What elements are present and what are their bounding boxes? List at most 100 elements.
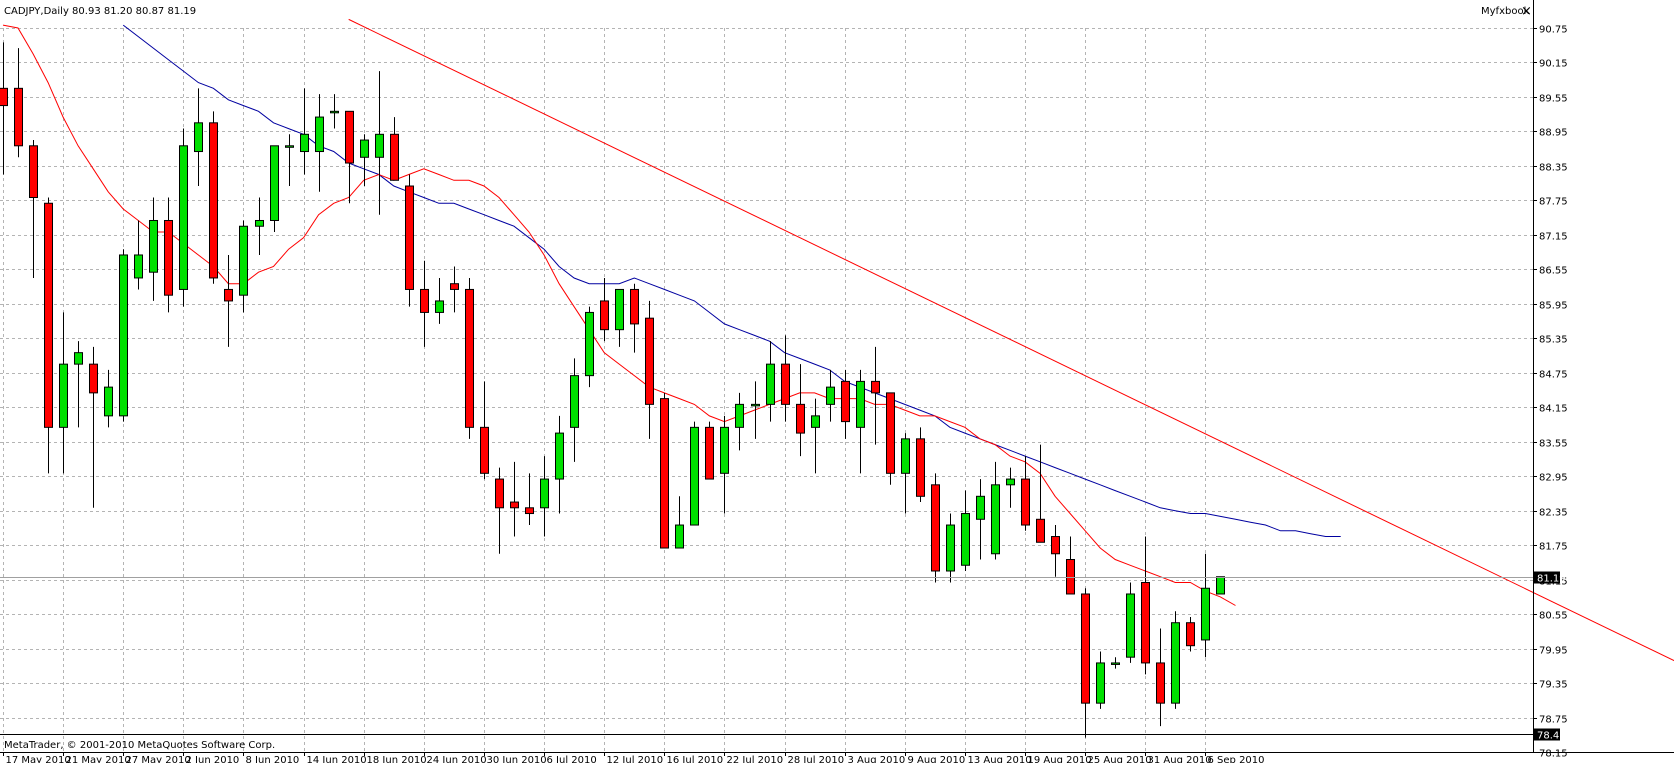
time-tick-label: 14 Jun 2010 bbox=[307, 755, 367, 763]
candle[interactable] bbox=[224, 254, 233, 347]
candle[interactable] bbox=[315, 94, 324, 192]
candle[interactable] bbox=[735, 392, 744, 451]
candle[interactable] bbox=[435, 277, 444, 324]
bear-candle-body bbox=[1156, 662, 1165, 704]
candle[interactable] bbox=[961, 490, 970, 571]
price-tick-label: 78.75 bbox=[1539, 715, 1568, 726]
candle[interactable] bbox=[751, 381, 760, 439]
candle[interactable] bbox=[1126, 582, 1135, 663]
candle[interactable] bbox=[1036, 444, 1045, 543]
candle[interactable] bbox=[1186, 616, 1195, 652]
time-tick-label: 30 Jun 2010 bbox=[487, 755, 547, 763]
candle[interactable] bbox=[480, 381, 489, 480]
candle[interactable] bbox=[164, 197, 173, 313]
candle[interactable] bbox=[360, 134, 369, 187]
candle[interactable] bbox=[856, 369, 865, 474]
trend-line[interactable] bbox=[348, 18, 1674, 663]
candle[interactable] bbox=[600, 277, 609, 342]
candle[interactable] bbox=[390, 117, 399, 181]
candle[interactable] bbox=[194, 88, 203, 187]
candle[interactable] bbox=[465, 277, 474, 439]
time-tick-label: 19 Aug 2010 bbox=[1028, 755, 1092, 763]
bull-candle-body bbox=[991, 484, 1000, 555]
candle[interactable] bbox=[495, 467, 504, 554]
candle[interactable] bbox=[570, 358, 579, 462]
candle[interactable] bbox=[991, 461, 1000, 560]
candle[interactable] bbox=[1096, 651, 1105, 709]
price-tick-label: 83.55 bbox=[1539, 439, 1568, 450]
candle[interactable] bbox=[1156, 628, 1165, 727]
candle[interactable] bbox=[931, 473, 940, 583]
candle[interactable] bbox=[766, 341, 775, 422]
candle[interactable] bbox=[871, 346, 880, 445]
bear-candle-body bbox=[841, 380, 850, 423]
candle[interactable] bbox=[555, 415, 564, 514]
candle[interactable] bbox=[179, 128, 188, 307]
trendline-line bbox=[348, 18, 1674, 662]
candle[interactable] bbox=[44, 197, 53, 474]
candle[interactable] bbox=[330, 94, 339, 129]
candle[interactable] bbox=[255, 197, 264, 255]
candle[interactable] bbox=[405, 174, 414, 307]
bull-candle-body bbox=[856, 380, 865, 428]
time-tick-label: 18 Jun 2010 bbox=[367, 755, 427, 763]
candle[interactable] bbox=[916, 427, 925, 503]
candle[interactable] bbox=[645, 300, 654, 439]
candle[interactable] bbox=[209, 111, 218, 284]
candle[interactable] bbox=[841, 369, 850, 439]
candle[interactable] bbox=[285, 134, 294, 187]
candle[interactable] bbox=[510, 461, 519, 537]
candle[interactable] bbox=[450, 266, 459, 313]
candle[interactable] bbox=[104, 369, 113, 428]
candle[interactable] bbox=[946, 513, 955, 583]
candle[interactable] bbox=[0, 42, 8, 175]
candle[interactable] bbox=[59, 312, 68, 474]
close-icon[interactable]: × bbox=[1521, 4, 1532, 19]
candle[interactable] bbox=[74, 341, 83, 428]
candle[interactable] bbox=[826, 369, 835, 422]
candle[interactable] bbox=[89, 346, 98, 508]
candle[interactable] bbox=[29, 140, 38, 278]
candle[interactable] bbox=[420, 260, 429, 347]
candle[interactable] bbox=[300, 88, 309, 175]
candle[interactable] bbox=[14, 48, 23, 158]
candle[interactable] bbox=[675, 496, 684, 549]
bull-candle-body bbox=[540, 478, 549, 509]
candle[interactable] bbox=[781, 335, 790, 422]
candle[interactable] bbox=[149, 197, 158, 301]
candle[interactable] bbox=[270, 145, 279, 232]
candle[interactable] bbox=[615, 288, 624, 347]
candle[interactable] bbox=[1021, 456, 1030, 531]
candle[interactable] bbox=[1051, 525, 1060, 577]
candle[interactable] bbox=[119, 249, 128, 422]
candle[interactable] bbox=[705, 421, 714, 480]
candle[interactable] bbox=[134, 220, 143, 290]
candle[interactable] bbox=[720, 415, 729, 514]
candle[interactable] bbox=[886, 392, 895, 485]
candle[interactable] bbox=[660, 392, 669, 549]
candle[interactable] bbox=[1216, 576, 1225, 595]
candle[interactable] bbox=[375, 71, 384, 215]
candle[interactable] bbox=[690, 421, 699, 526]
candlesticks[interactable] bbox=[0, 42, 1225, 738]
candle[interactable] bbox=[585, 306, 594, 388]
candle[interactable] bbox=[1006, 467, 1015, 508]
bull-candle-body bbox=[239, 225, 248, 296]
candle[interactable] bbox=[630, 283, 639, 353]
candle[interactable] bbox=[525, 473, 534, 526]
candle[interactable] bbox=[1066, 536, 1075, 595]
candle[interactable] bbox=[345, 110, 354, 204]
time-tick-label: 28 Jul 2010 bbox=[788, 755, 845, 763]
candle[interactable] bbox=[976, 479, 985, 560]
candle[interactable] bbox=[811, 398, 820, 474]
candle[interactable] bbox=[239, 220, 248, 313]
candle[interactable] bbox=[1171, 611, 1180, 709]
candle[interactable] bbox=[1141, 536, 1150, 675]
candle[interactable] bbox=[1201, 553, 1210, 658]
candle[interactable] bbox=[1081, 588, 1090, 738]
candle[interactable] bbox=[796, 364, 805, 457]
candle[interactable] bbox=[1111, 657, 1120, 669]
candle[interactable] bbox=[901, 433, 910, 514]
candle[interactable] bbox=[540, 456, 549, 537]
